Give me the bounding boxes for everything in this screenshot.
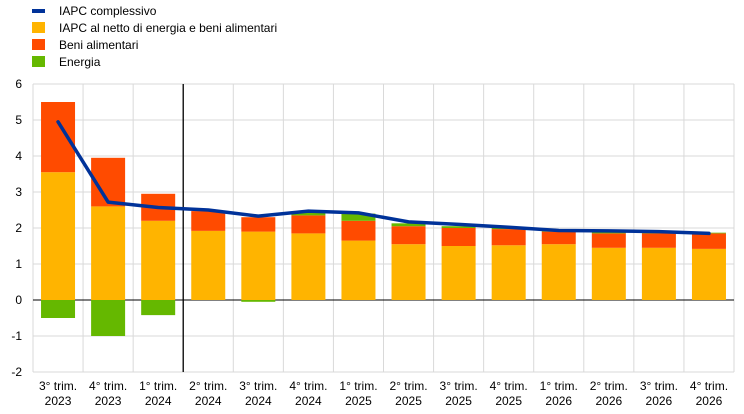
bar-energy	[141, 300, 176, 316]
x-tick-label: 2025	[395, 394, 422, 408]
x-tick-label: 2025	[445, 394, 472, 408]
legend: IAPC complessivo IAPC al netto di energi…	[32, 2, 277, 70]
x-tick-label: 2° trim.	[189, 379, 227, 393]
bar-core	[691, 248, 726, 300]
legend-swatch-core	[32, 22, 45, 33]
bar-core	[91, 206, 126, 300]
x-tick-label: 3° trim.	[640, 379, 678, 393]
y-tick-label: 3	[15, 185, 22, 199]
bar-energy	[441, 226, 476, 228]
bar-energy	[241, 300, 276, 302]
bar-energy	[591, 232, 626, 234]
bar-food	[291, 215, 326, 234]
y-tick-label: 5	[15, 113, 22, 127]
legend-item-energy: Energia	[32, 53, 277, 70]
x-tick-label: 4° trim.	[490, 379, 528, 393]
x-tick-label: 2025	[495, 394, 522, 408]
x-tick-label: 1° trim.	[139, 379, 177, 393]
x-tick-label: 4° trim.	[289, 379, 327, 393]
bar-core	[491, 245, 526, 300]
legend-item-core: IAPC al netto di energia e beni alimenta…	[32, 19, 277, 36]
y-tick-label: -1	[11, 329, 22, 343]
x-tick-label: 2023	[45, 394, 72, 408]
bar-food	[241, 217, 276, 232]
bar-food	[391, 226, 426, 245]
x-tick-label: 3° trim.	[39, 379, 77, 393]
bar-food	[191, 211, 226, 231]
x-tick-label: 3° trim.	[239, 379, 277, 393]
x-tick-label: 2024	[145, 394, 172, 408]
x-tick-label: 4° trim.	[690, 379, 728, 393]
line-iapc-complessivo	[56, 120, 711, 236]
x-tick-label: 2° trim.	[590, 379, 628, 393]
legend-label: Energia	[59, 54, 101, 69]
x-tick-label: 2025	[345, 394, 372, 408]
bar-core	[391, 244, 426, 300]
bar-energy	[391, 223, 426, 227]
x-tick-label: 2023	[95, 394, 122, 408]
bar-core	[241, 231, 276, 300]
bar-food	[341, 220, 376, 241]
x-tick-label: 2024	[295, 394, 322, 408]
legend-item-iapc-complessivo: IAPC complessivo	[32, 2, 277, 19]
bar-core	[591, 247, 626, 300]
x-tick-label: 2026	[646, 394, 673, 408]
bar-energy	[41, 300, 76, 318]
bar-core	[291, 233, 326, 300]
x-tick-label: 1° trim.	[540, 379, 578, 393]
bar-food	[541, 231, 576, 245]
x-tick-label: 4° trim.	[89, 379, 127, 393]
bar-energy	[341, 213, 376, 221]
bar-food	[441, 228, 476, 246]
y-tick-label: 1	[15, 257, 22, 271]
x-tick-label: 2026	[595, 394, 622, 408]
bar-core	[541, 244, 576, 300]
y-tick-label: 6	[15, 77, 22, 91]
x-tick-label: 2° trim.	[389, 379, 427, 393]
y-tick-label: -2	[11, 365, 22, 379]
legend-label: Beni alimentari	[59, 37, 139, 52]
x-tick-label: 1° trim.	[339, 379, 377, 393]
legend-swatch-line	[32, 8, 45, 13]
bar-energy	[291, 212, 326, 216]
bar-core	[141, 220, 176, 300]
x-tick-label: 2024	[195, 394, 222, 408]
bar-food	[691, 233, 726, 249]
bar-core	[41, 172, 76, 300]
bar-core	[191, 230, 226, 300]
bar-food	[41, 102, 76, 173]
legend-swatch-food	[32, 39, 45, 50]
x-tick-label: 2024	[245, 394, 272, 408]
bar-core	[641, 247, 676, 300]
bar-food	[491, 229, 526, 246]
legend-item-food: Beni alimentari	[32, 36, 277, 53]
bar-core	[441, 246, 476, 300]
bar-energy	[91, 300, 126, 336]
y-tick-label: 0	[15, 293, 22, 307]
y-tick-label: 2	[15, 221, 22, 235]
x-tick-label: 2026	[545, 394, 572, 408]
x-tick-label: 2026	[696, 394, 723, 408]
bar-food	[641, 233, 676, 248]
legend-swatch-energy	[32, 56, 45, 67]
legend-label: IAPC al netto di energia e beni alimenta…	[59, 20, 278, 35]
x-tick-label: 3° trim.	[440, 379, 478, 393]
legend-label: IAPC complessivo	[59, 3, 157, 18]
bar-core	[341, 240, 376, 300]
bar-food	[591, 233, 626, 248]
y-tick-label: 4	[15, 149, 22, 163]
